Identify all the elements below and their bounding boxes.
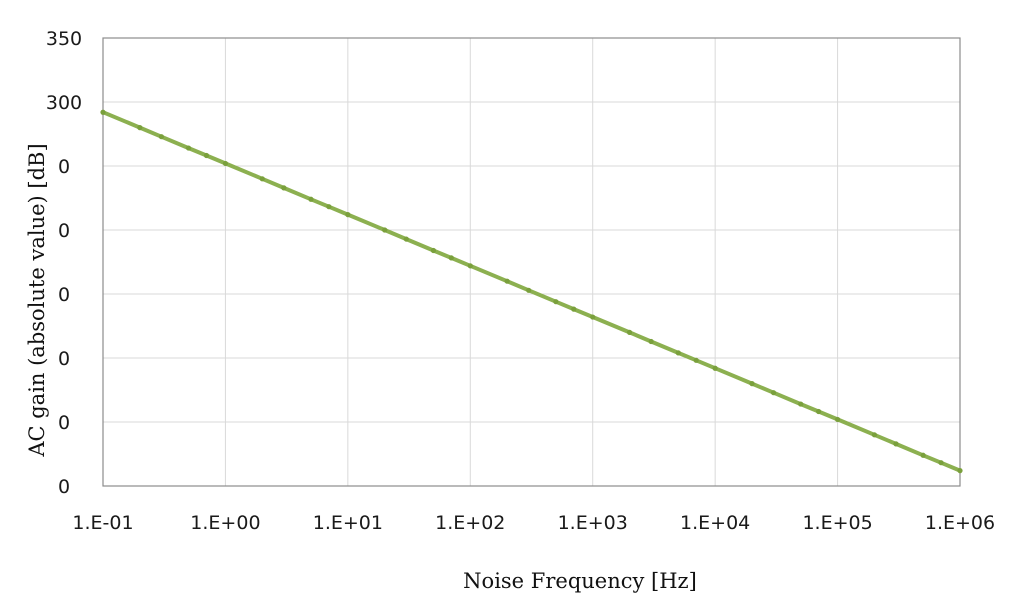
data-point xyxy=(648,338,654,345)
x-tick-label: 1.E+06 xyxy=(925,512,995,534)
data-point xyxy=(504,278,510,284)
x-tick-label: 1.E+01 xyxy=(313,512,383,534)
y-tick-labels: 350 300 0 0 0 0 0 0 xyxy=(46,28,82,498)
data-point xyxy=(345,212,351,218)
y-tick-label: 0 xyxy=(58,220,70,242)
y-tick-label: 0 xyxy=(58,476,70,498)
y-axis-title: AC gain (absolute value) [dB] xyxy=(25,143,49,457)
data-point xyxy=(222,160,229,167)
data-point xyxy=(326,204,332,210)
y-tick-label: 350 xyxy=(46,28,82,50)
data-point xyxy=(571,306,577,312)
grid-lines xyxy=(102,37,961,487)
y-tick-label: 0 xyxy=(58,412,70,434)
data-point xyxy=(938,460,944,466)
x-tick-labels: 1.E-01 1.E+00 1.E+01 1.E+02 1.E+03 1.E+04 1.E+… xyxy=(72,512,995,534)
data-point xyxy=(871,432,878,438)
data-point xyxy=(308,196,314,202)
data-point xyxy=(403,236,409,242)
data-point xyxy=(281,185,287,191)
y-tick-label: 0 xyxy=(58,284,70,306)
data-point xyxy=(100,109,106,115)
x-tick-label: 1.E+05 xyxy=(802,512,872,534)
data-point xyxy=(675,350,681,356)
data-point xyxy=(448,255,454,261)
data-point xyxy=(712,365,718,371)
data-point xyxy=(798,401,804,407)
data-point xyxy=(834,416,841,423)
data-point xyxy=(382,227,388,233)
series-markers xyxy=(100,109,963,474)
data-point xyxy=(920,452,926,458)
data-point xyxy=(590,314,596,320)
data-point xyxy=(137,125,143,131)
data-point xyxy=(893,441,899,447)
plot-area-border xyxy=(102,37,961,487)
x-tick-label: 1.E+00 xyxy=(190,512,260,534)
data-point xyxy=(203,152,210,159)
data-point xyxy=(957,468,963,474)
data-point xyxy=(430,247,437,254)
data-point xyxy=(259,176,265,182)
data-point xyxy=(158,134,165,140)
data-point xyxy=(185,145,192,151)
y-tick-label: 0 xyxy=(58,348,70,370)
y-tick-label: 0 xyxy=(58,156,70,178)
data-point xyxy=(553,299,559,305)
data-point xyxy=(816,408,822,415)
x-tick-label: 1.E+04 xyxy=(680,512,750,534)
data-point xyxy=(467,263,473,269)
x-tick-label: 1.E-01 xyxy=(72,512,133,534)
data-point xyxy=(526,287,532,293)
y-tick-label: 300 xyxy=(46,92,82,114)
x-tick-label: 1.E+02 xyxy=(435,512,505,534)
x-axis-title: Noise Frequency [Hz] xyxy=(463,569,697,593)
data-point xyxy=(693,357,699,363)
series-line xyxy=(101,110,962,473)
data-point xyxy=(749,381,755,387)
data-point xyxy=(626,329,633,335)
data-point xyxy=(770,390,777,396)
x-tick-label: 1.E+03 xyxy=(558,512,628,534)
